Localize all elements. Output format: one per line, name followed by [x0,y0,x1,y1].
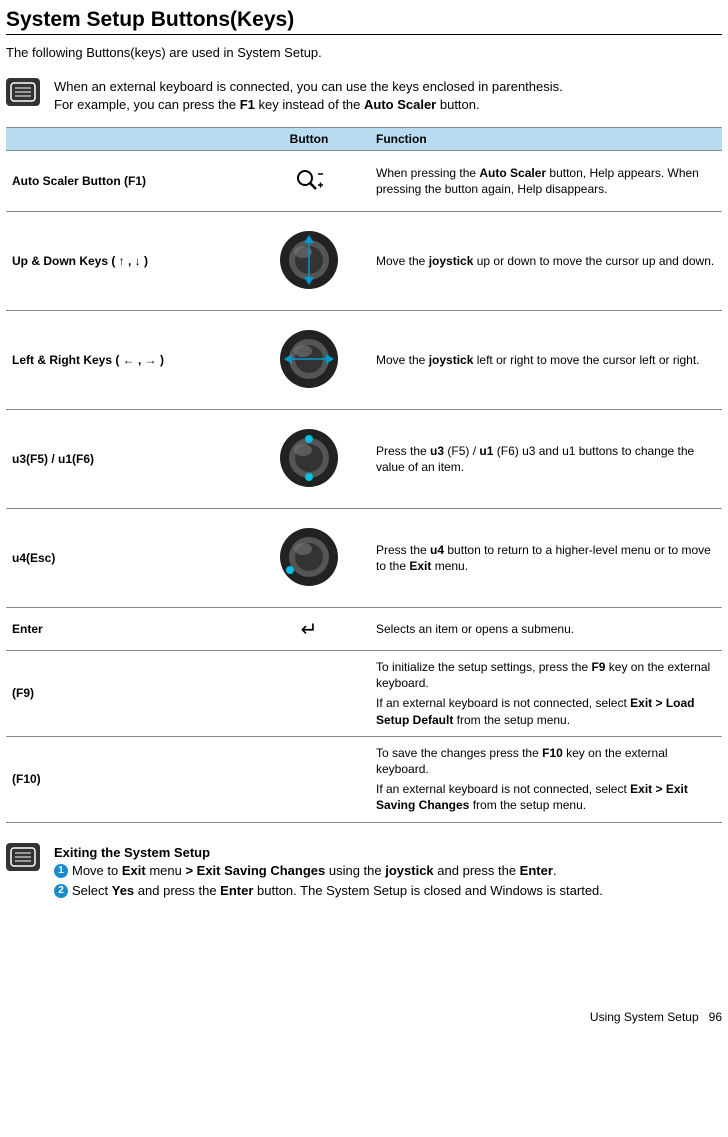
function-cell: Press the u3 (F5) / u1 (F6) u3 and u1 bu… [370,410,722,509]
function-cell: When pressing the Auto Scaler button, He… [370,151,722,212]
button-icon-cell: ↵ [248,608,370,651]
exit-title: Exiting the System Setup [54,845,603,860]
note-block-2: Exiting the System Setup 1 Move to Exit … [6,843,722,900]
th-function: Function [370,128,722,151]
intro-text: The following Buttons(keys) are used in … [6,45,722,60]
step-2: 2 Select Yes and press the Enter button.… [54,882,603,900]
table-row: (F9) To initialize the setup settings, pr… [6,651,722,737]
joystick-icon [278,526,340,588]
function-cell: Press the u4 button to return to a highe… [370,509,722,608]
title-divider [6,34,722,35]
key-cell: (F9) [6,651,248,737]
key-cell: u4(Esc) [6,509,248,608]
table-header-row: Button Function [6,128,722,151]
function-cell: To initialize the setup settings, press … [370,651,722,737]
button-icon-cell [248,651,370,737]
joystick-icon [278,427,340,489]
button-icon-cell [248,509,370,608]
exit-steps: Exiting the System Setup 1 Move to Exit … [54,845,603,900]
table-row: Left & Right Keys ( ← , → ) Move the joys… [6,311,722,410]
function-cell: Move the joystick left or right to move … [370,311,722,410]
th-button: Button [248,128,370,151]
bullet-1-icon: 1 [54,864,68,878]
note-text-1: When an external keyboard is connected, … [54,78,563,113]
step-1: 1 Move to Exit menu > Exit Saving Change… [54,862,603,880]
table-row: Auto Scaler Button (F1) When pressing the… [6,151,722,212]
function-cell: Move the joystick up or down to move the… [370,212,722,311]
note-block-1: When an external keyboard is connected, … [6,78,722,113]
button-icon-cell [248,736,370,822]
key-cell: (F10) [6,736,248,822]
keys-table: Button Function Auto Scaler Button (F1) W… [6,127,722,823]
key-cell: Left & Right Keys ( ← , → ) [6,311,248,410]
magnify-icon [294,168,324,192]
page-footer: Using System Setup 96 [6,1010,722,1024]
key-cell: Up & Down Keys ( ↑ , ↓ ) [6,212,248,311]
button-icon-cell [248,311,370,410]
table-row: Enter ↵ Selects an item or opens a submenu… [6,608,722,651]
table-row: (F10) To save the changes press the F10 k… [6,736,722,822]
note-icon [6,78,40,106]
key-cell: Enter [6,608,248,651]
table-row: u3(F5) / u1(F6) Press the u3 (F5) / u1 (F… [6,410,722,509]
function-cell: Selects an item or opens a submenu. [370,608,722,651]
enter-icon: ↵ [301,619,318,641]
joystick-icon [278,229,340,291]
key-cell: u3(F5) / u1(F6) [6,410,248,509]
button-icon-cell [248,212,370,311]
th-blank [6,128,248,151]
table-row: Up & Down Keys ( ↑ , ↓ ) Move the joystic… [6,212,722,311]
function-cell: To save the changes press the F10 key on… [370,736,722,822]
note-icon [6,843,40,871]
button-icon-cell [248,151,370,212]
table-row: u4(Esc) Press the u4 button to return to … [6,509,722,608]
key-cell: Auto Scaler Button (F1) [6,151,248,212]
page-title: System Setup Buttons(Keys) [6,8,722,32]
button-icon-cell [248,410,370,509]
bullet-2-icon: 2 [54,884,68,898]
joystick-icon [278,328,340,390]
